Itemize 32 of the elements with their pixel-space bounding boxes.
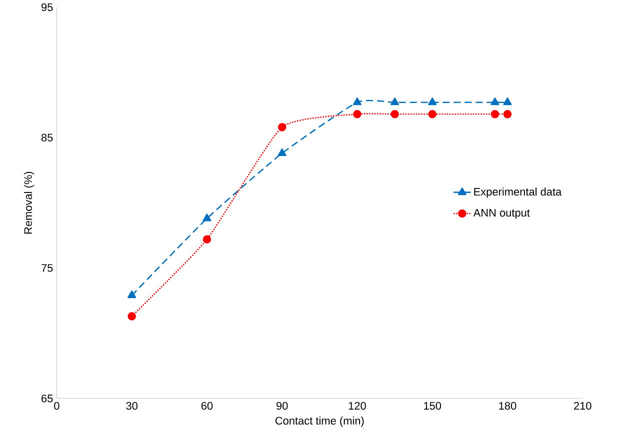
point bbox=[490, 110, 500, 118]
point bbox=[202, 214, 212, 222]
point bbox=[390, 98, 400, 106]
point bbox=[428, 98, 437, 106]
legend-label: ANN output bbox=[473, 208, 530, 219]
point bbox=[278, 148, 286, 156]
x-axis-title: Contact time (min) bbox=[275, 416, 364, 427]
point bbox=[128, 290, 136, 298]
x-tick-label: 60 bbox=[201, 402, 213, 410]
x-tick-label: 180 bbox=[499, 402, 516, 410]
point bbox=[428, 110, 436, 118]
x-tick-label: 150 bbox=[424, 402, 442, 410]
y-tick-label: 95 bbox=[42, 3, 53, 12]
x-tick-label: 30 bbox=[126, 402, 138, 410]
point bbox=[353, 110, 362, 118]
y-tick-label: 65 bbox=[42, 394, 53, 402]
point bbox=[278, 123, 286, 132]
point bbox=[490, 98, 500, 106]
y-axis-title: Removal (%) bbox=[24, 172, 34, 234]
point bbox=[503, 98, 512, 106]
x-tick-label: 90 bbox=[276, 402, 288, 410]
x-tick-label: 120 bbox=[348, 402, 366, 410]
point bbox=[202, 235, 212, 244]
point bbox=[352, 98, 362, 106]
legend-label: Experimental data bbox=[474, 188, 562, 198]
point bbox=[390, 110, 399, 118]
y-tick-label: 85 bbox=[41, 134, 53, 142]
point bbox=[128, 312, 136, 320]
y-tick-label: 75 bbox=[42, 264, 53, 272]
x-tick-label: 210 bbox=[574, 402, 592, 410]
x-tick-label: 0 bbox=[54, 402, 60, 410]
point bbox=[503, 110, 512, 118]
